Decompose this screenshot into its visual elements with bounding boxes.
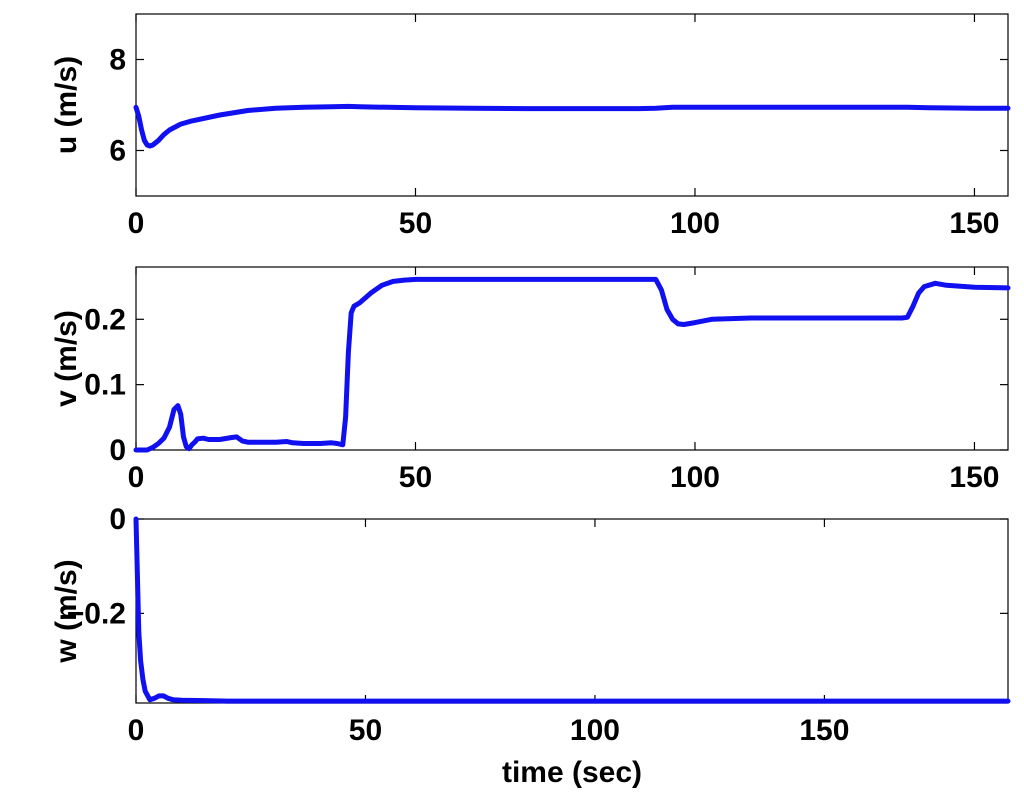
y-tick-label: 0	[109, 434, 126, 467]
series-line	[133, 103, 1011, 149]
y-tick-label: 8	[109, 44, 126, 77]
y-tick-label: −0.2	[67, 597, 126, 630]
plot-area-frame	[135, 518, 1009, 704]
y-tick-label: 6	[109, 135, 126, 168]
x-tick-label: 50	[399, 461, 432, 494]
subplot-w: 0 50 100 150 −0.2 0 w (m/s)	[50, 503, 1011, 747]
x-tick-label: 150	[949, 461, 999, 494]
x-tick-label: 150	[949, 207, 999, 240]
y-tick-label: 0.1	[84, 369, 126, 402]
x-tick-label: 100	[670, 207, 720, 240]
y-tick-label: 0.2	[84, 303, 126, 336]
series-line	[133, 516, 1011, 704]
x-tick-label: 0	[128, 207, 145, 240]
x-tick-label: 0	[128, 714, 145, 747]
y-axis-label: v (m/s)	[50, 310, 83, 407]
series-line	[133, 276, 1011, 453]
x-tick-label: 100	[570, 714, 620, 747]
x-tick-label: 50	[399, 207, 432, 240]
subplot-u: 0 50 100 150 6 8 u (m/s)	[50, 13, 1011, 240]
y-axis-label: u (m/s)	[50, 56, 83, 154]
plot-area-frame	[135, 266, 1009, 451]
x-tick-label: 150	[799, 714, 849, 747]
subplot-v: 0 50 100 150 0 0.1 0.2v (m/s)	[50, 266, 1011, 494]
x-tick-label: 0	[128, 461, 145, 494]
x-axis-label: time (sec)	[502, 756, 642, 789]
x-tick-label: 100	[670, 461, 720, 494]
x-tick-label: 50	[349, 714, 382, 747]
y-tick-label: 0	[109, 503, 126, 536]
y-axis-label: w (m/s)	[50, 559, 83, 663]
